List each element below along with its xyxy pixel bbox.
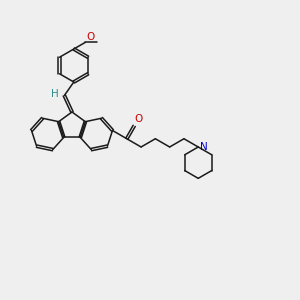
Text: O: O xyxy=(86,32,94,41)
Text: H: H xyxy=(51,89,59,99)
Text: O: O xyxy=(135,114,143,124)
Text: N: N xyxy=(200,142,208,152)
